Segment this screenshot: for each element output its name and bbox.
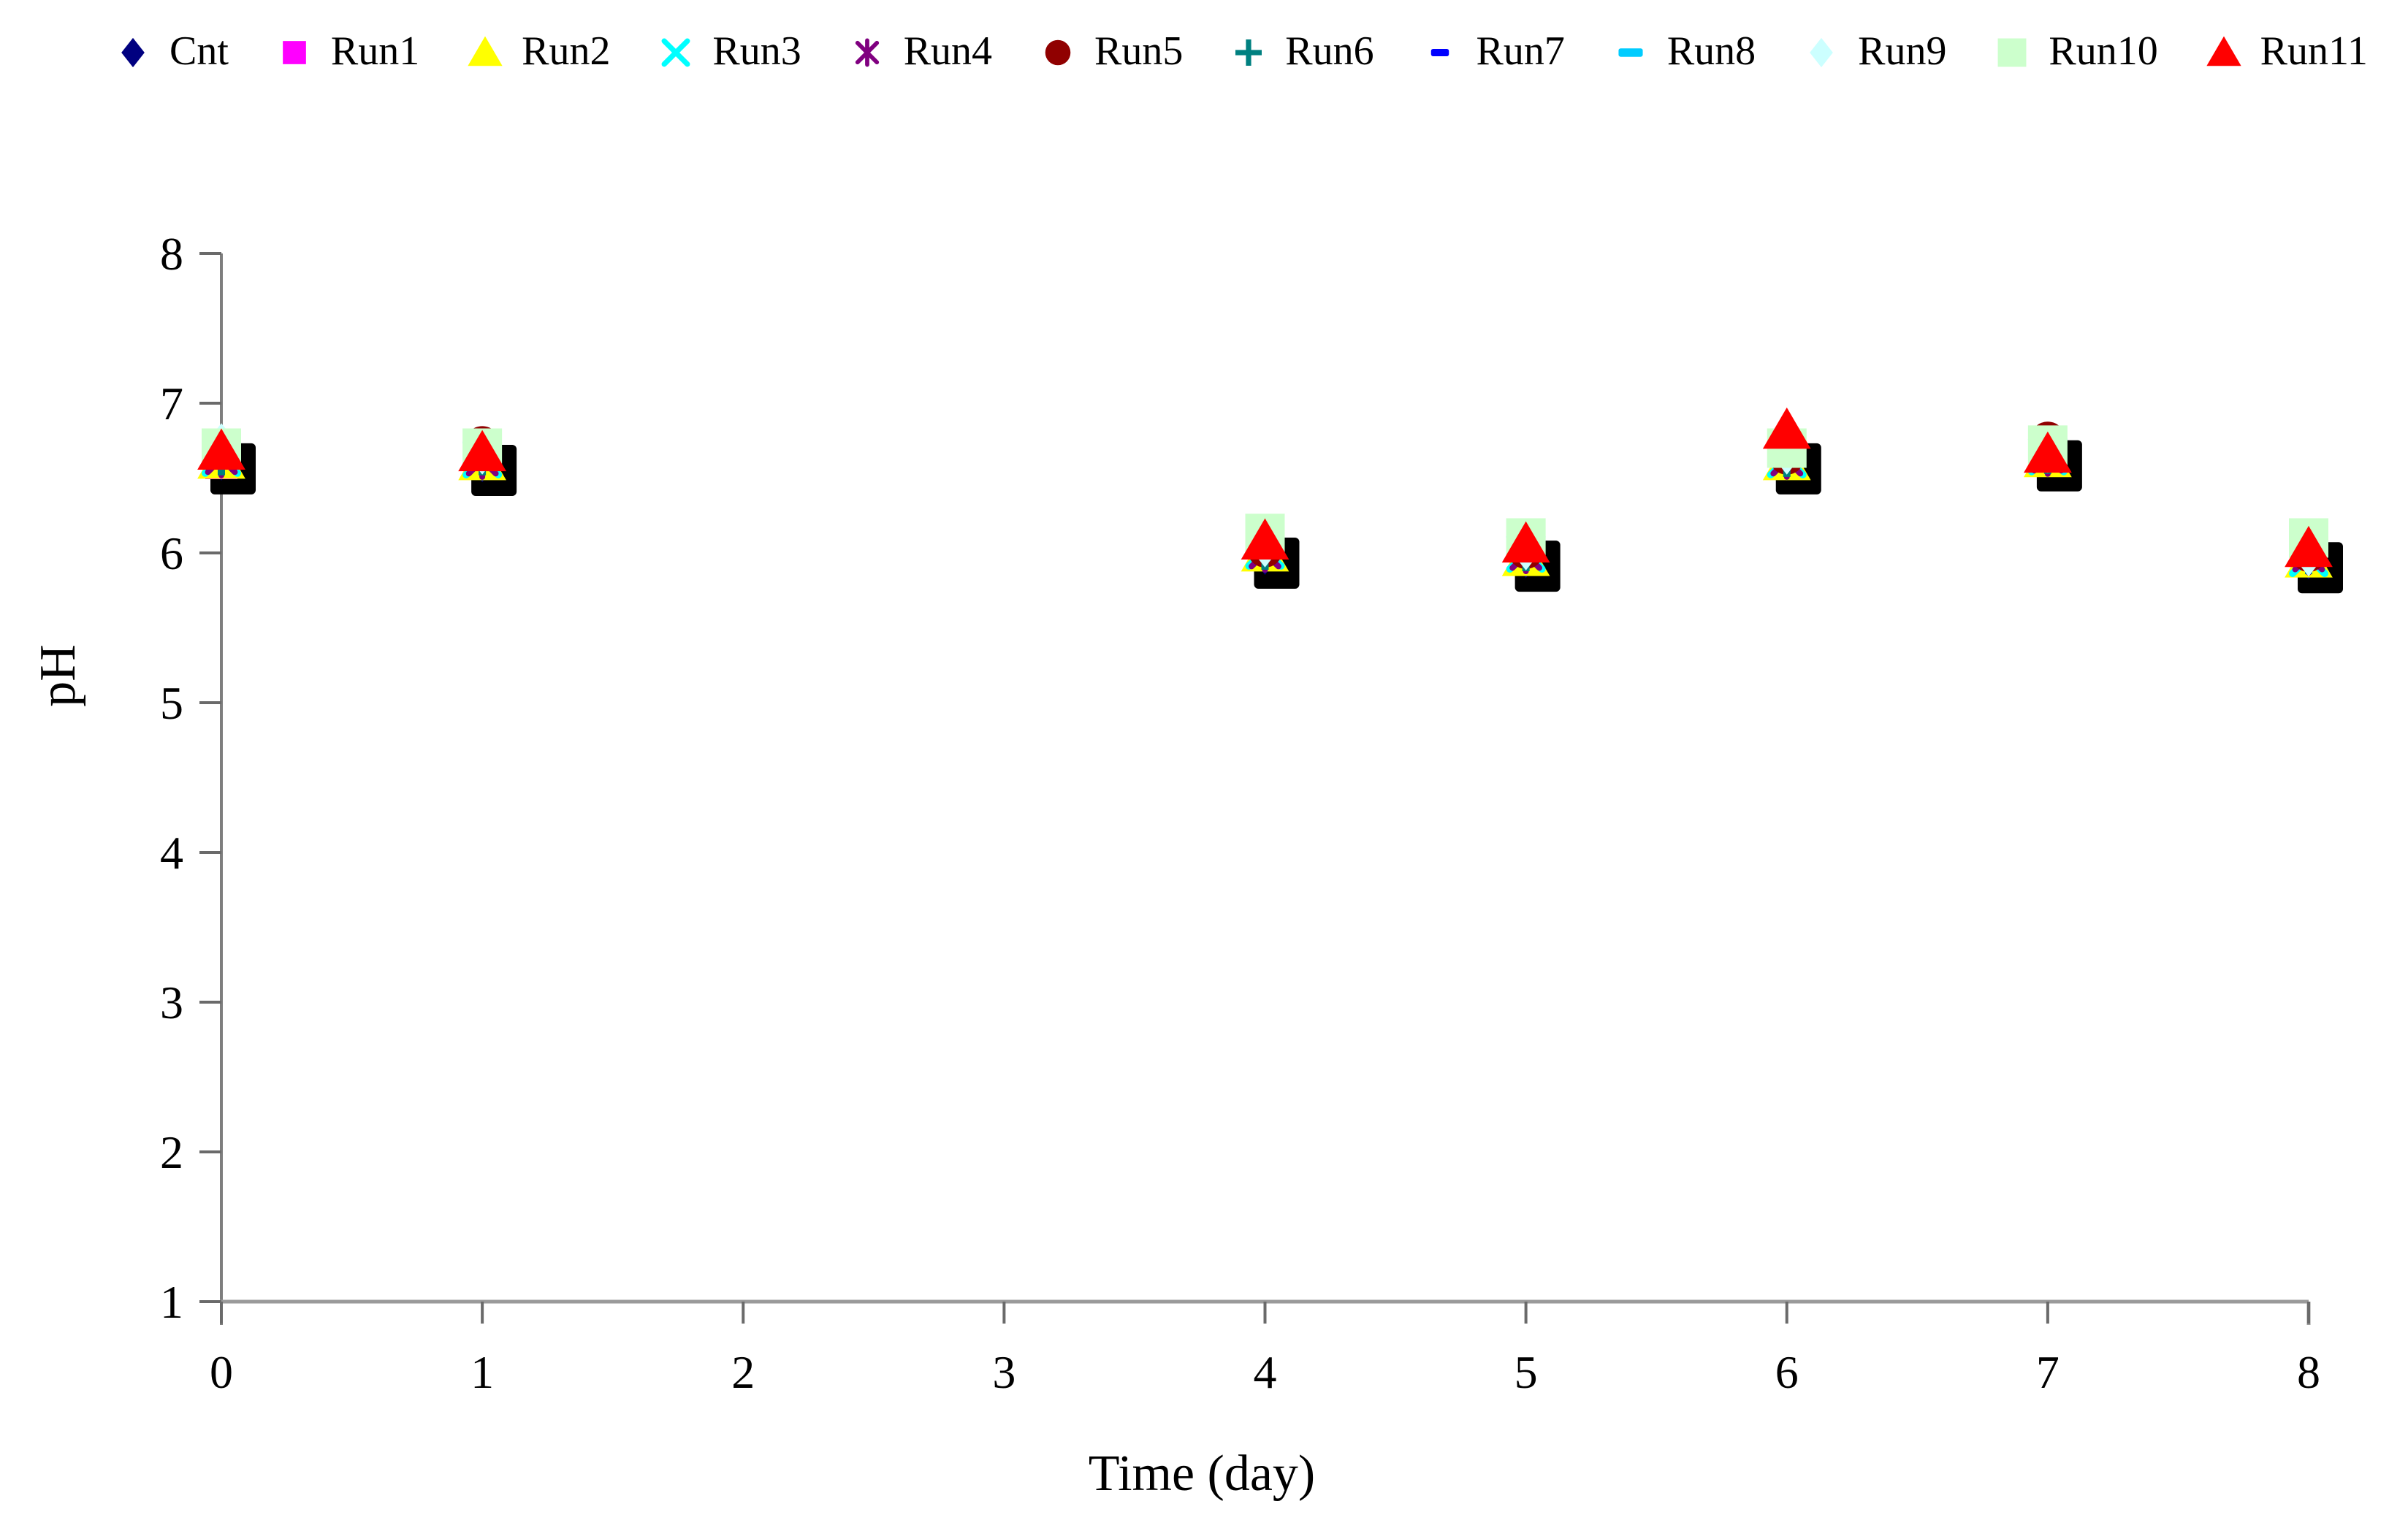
legend-label: Cnt <box>169 28 229 74</box>
x-tick-label-4: 4 <box>1254 1346 1277 1398</box>
legend-marker-shape <box>1430 48 1449 57</box>
x-axis-title: Time (day) <box>1088 1446 1316 1502</box>
legend-label: Run6 <box>1285 28 1374 74</box>
legend-item-run9: Run9 <box>1798 28 1946 75</box>
y-axis-title: pH <box>30 644 86 707</box>
data-point-run11-day4 <box>1241 518 1289 560</box>
triangle-marker-icon <box>468 36 503 66</box>
legend-marker-shape <box>1997 38 2027 67</box>
legend-item-run3: Run3 <box>652 28 801 75</box>
data-point-run11-day0 <box>197 428 245 470</box>
legend-label: Run8 <box>1666 28 1756 74</box>
y-tick-label-2: 2 <box>160 1126 183 1178</box>
data-point-run11-day1 <box>458 429 506 472</box>
y-tick-label-6: 6 <box>160 527 183 579</box>
x-tick-label-0: 0 <box>210 1346 233 1398</box>
legend-marker-shape <box>2206 36 2241 66</box>
legend-marker-shape <box>283 41 306 64</box>
legend-label: Run9 <box>1858 28 1947 74</box>
legend-item-run5: Run5 <box>1035 28 1183 75</box>
legend-marker-shape <box>1235 39 1262 66</box>
legend-item-cnt: Cnt <box>110 28 229 75</box>
x-tick-label-8: 8 <box>2297 1346 2320 1398</box>
legend-item-run11: Run11 <box>2201 28 2368 75</box>
square-marker-icon <box>1997 38 2027 67</box>
x-tick-label-5: 5 <box>1514 1346 1538 1398</box>
y-tick-label-5: 5 <box>160 677 183 729</box>
dash-marker-icon <box>1618 48 1643 57</box>
data-point-run11-day8 <box>2285 525 2333 568</box>
chart-legend: Cnt Run1 Run2 Run3 Run4 Run5 Run6 Run7 Run8 Run9 R… <box>110 22 2368 80</box>
legend-label: Run7 <box>1476 28 1565 74</box>
x-tick-label-2: 2 <box>731 1346 755 1398</box>
legend-label: Run1 <box>330 28 420 74</box>
x-tick-label-6: 6 <box>1775 1346 1799 1398</box>
y-tick-label-3: 3 <box>160 977 183 1028</box>
triangle-marker-icon <box>2206 36 2241 66</box>
legend-marker-shape <box>1618 48 1643 57</box>
y-tick-label-1: 1 <box>160 1276 183 1328</box>
x-marker-icon <box>661 38 690 67</box>
legend-item-run7: Run7 <box>1417 28 1565 75</box>
data-point-run11-day6 <box>1762 407 1811 449</box>
legend-item-run6: Run6 <box>1225 28 1374 75</box>
legend-marker-shape <box>468 36 503 66</box>
legend-label: Run10 <box>2049 28 2158 74</box>
legend-label: Run4 <box>903 28 993 74</box>
plus-marker-icon <box>1235 39 1262 66</box>
legend-marker-shape <box>1810 37 1833 68</box>
legend-item-run10: Run10 <box>1989 28 2158 75</box>
y-tick-label-7: 7 <box>160 378 183 429</box>
legend-item-run2: Run2 <box>462 28 610 75</box>
legend-marker-shape <box>121 37 145 68</box>
square-marker-icon <box>283 41 306 64</box>
x-tick-label-7: 7 <box>2036 1346 2060 1398</box>
legend-label: Run5 <box>1094 28 1184 74</box>
legend-marker-shape <box>1045 39 1071 66</box>
circle-marker-icon <box>1045 39 1071 66</box>
legend-label: Run2 <box>522 28 611 74</box>
legend-marker-shape <box>661 38 690 67</box>
x-tick-label-1: 1 <box>470 1346 494 1398</box>
legend-item-run4: Run4 <box>844 28 992 75</box>
diamond-marker-icon <box>1810 37 1833 68</box>
legend-item-run1: Run1 <box>271 28 419 75</box>
y-tick-label-8: 8 <box>160 228 183 280</box>
star-marker-icon <box>855 38 879 67</box>
diamond-marker-icon <box>121 37 145 68</box>
legend-marker-shape <box>855 38 879 67</box>
y-tick-label-4: 4 <box>160 827 183 879</box>
legend-item-run8: Run8 <box>1607 28 1756 75</box>
x-tick-label-3: 3 <box>992 1346 1016 1398</box>
legend-label: Run11 <box>2260 28 2368 74</box>
data-point-run11-day5 <box>1501 521 1550 563</box>
dash-marker-icon <box>1430 48 1449 57</box>
data-point-run11-day7 <box>2024 431 2072 473</box>
legend-label: Run3 <box>712 28 801 74</box>
